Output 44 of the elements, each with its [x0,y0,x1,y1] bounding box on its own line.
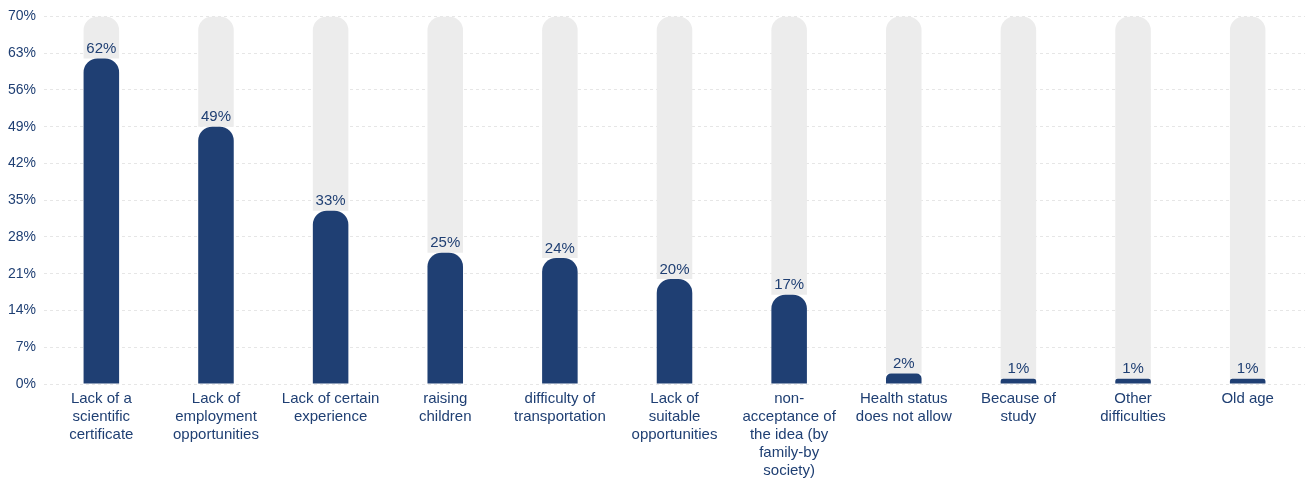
x-tick-label: Other difficulties [1100,389,1166,425]
data-label: 17% [774,275,805,293]
bar [1229,378,1266,384]
y-tick-label: 21% [7,264,37,281]
data-label: 62% [86,39,117,57]
x-tick-label: Lack of employment opportunities [173,389,259,443]
bar [771,294,807,384]
y-tick-label: 14% [7,301,37,318]
bar [427,252,464,384]
bar [1115,378,1151,384]
x-tick-label: difficulty of transportation [514,389,606,425]
x-tick-label: Old age [1221,389,1274,407]
y-tick-label: 56% [7,80,37,97]
data-label: 1% [1122,359,1144,377]
y-tick-label: 0% [15,374,37,391]
y-tick-label: 42% [7,154,37,171]
x-tick-label: Lack of suitable opportunities [631,389,718,443]
x-tick-label: raising children [418,389,472,425]
y-tick-label: 35% [7,191,37,208]
data-label: 20% [659,259,690,277]
y-tick-label: 28% [7,227,37,244]
data-label: 25% [430,233,461,251]
bar [312,210,349,384]
bar [656,278,693,384]
y-tick-label: 70% [7,7,37,24]
bar [1000,378,1037,384]
data-label: 1% [1236,359,1259,377]
data-label: 2% [892,354,915,372]
x-tick-label: Health status does not allow [855,389,952,425]
x-tick-label: non-acceptance of the idea (by family-by society) [742,389,837,479]
y-tick-label: 63% [7,44,37,61]
data-label: 1% [1007,359,1030,377]
data-label: 49% [200,107,231,125]
y-tick-label: 49% [7,117,37,134]
x-tick-label: Because of study [980,389,1057,425]
x-tick-label: Lack of a scientific certificate [69,389,134,443]
bar [542,257,578,384]
data-label: 24% [544,238,575,256]
x-tick-label: Lack of certain experience [281,389,380,425]
data-label: 33% [315,191,346,209]
bar [198,126,234,384]
bar [83,58,120,384]
bar [886,373,922,384]
y-tick-label: 7% [15,338,37,355]
